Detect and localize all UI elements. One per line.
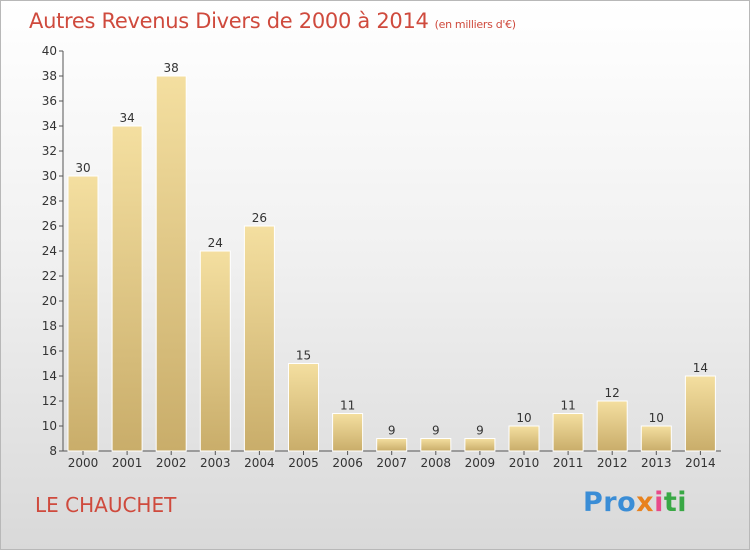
chart-title: Autres Revenus Divers de 2000 à 2014 (en … bbox=[29, 9, 516, 33]
x-tick-label: 2010 bbox=[509, 456, 540, 470]
x-tick-label: 2006 bbox=[332, 456, 363, 470]
bar bbox=[199, 250, 231, 452]
bar-value-label: 26 bbox=[252, 211, 267, 225]
x-tick-label: 2004 bbox=[244, 456, 275, 470]
bar bbox=[288, 363, 319, 452]
bar-value-label: 9 bbox=[388, 424, 396, 438]
y-tick-label: 36 bbox=[42, 94, 57, 108]
y-tick-label: 24 bbox=[42, 244, 57, 258]
y-tick-label: 28 bbox=[42, 194, 57, 208]
y-tick-label: 30 bbox=[42, 169, 57, 183]
y-tick-label: 12 bbox=[42, 394, 57, 408]
y-tick-label: 18 bbox=[42, 319, 57, 333]
x-tick-label: 2005 bbox=[288, 456, 319, 470]
y-tick-label: 16 bbox=[42, 344, 57, 358]
bar-value-label: 24 bbox=[208, 236, 223, 250]
x-tick-label: 2012 bbox=[597, 456, 628, 470]
title-text: Autres Revenus Divers de 2000 à 2014 bbox=[29, 9, 429, 33]
x-tick-label: 2000 bbox=[68, 456, 99, 470]
y-tick-label: 14 bbox=[42, 369, 57, 383]
x-tick-label: 2011 bbox=[553, 456, 584, 470]
y-tick-label: 32 bbox=[42, 144, 57, 158]
proxiti-logo: Proxiti bbox=[583, 487, 688, 518]
bar bbox=[243, 225, 275, 452]
title-unit: (en milliers d'€) bbox=[434, 18, 516, 31]
y-tick-label: 10 bbox=[42, 419, 57, 433]
bar-value-label: 34 bbox=[119, 111, 134, 125]
y-tick-label: 8 bbox=[49, 444, 57, 458]
y-tick-label: 26 bbox=[42, 219, 57, 233]
bar bbox=[376, 438, 408, 452]
y-tick-label: 34 bbox=[42, 119, 57, 133]
x-tick-label: 2008 bbox=[421, 456, 452, 470]
bar bbox=[67, 175, 99, 452]
y-tick-label: 22 bbox=[42, 269, 57, 283]
bar-value-label: 10 bbox=[516, 411, 531, 425]
x-tick-label: 2001 bbox=[112, 456, 143, 470]
bar-value-label: 11 bbox=[340, 399, 355, 413]
bar-value-label: 9 bbox=[476, 424, 484, 438]
bar bbox=[420, 438, 452, 452]
bar bbox=[155, 75, 187, 452]
bar-value-label: 38 bbox=[164, 61, 179, 75]
bar-value-label: 14 bbox=[693, 361, 708, 375]
bar bbox=[640, 425, 672, 452]
place-name: LE CHAUCHET bbox=[35, 493, 177, 517]
bar-value-label: 12 bbox=[605, 386, 620, 400]
x-tick-label: 2002 bbox=[156, 456, 187, 470]
bar-value-label: 10 bbox=[649, 411, 664, 425]
bar bbox=[111, 125, 143, 452]
x-tick-label: 2003 bbox=[200, 456, 231, 470]
y-tick-label: 38 bbox=[42, 69, 57, 83]
bar bbox=[332, 413, 364, 452]
bar-value-label: 30 bbox=[75, 161, 90, 175]
bar bbox=[508, 425, 540, 452]
bar-value-label: 15 bbox=[296, 349, 311, 363]
bar-value-label: 11 bbox=[560, 399, 575, 413]
x-tick-label: 2014 bbox=[685, 456, 716, 470]
x-tick-label: 2007 bbox=[376, 456, 407, 470]
y-tick-label: 40 bbox=[42, 44, 57, 58]
bar bbox=[596, 400, 628, 452]
bar bbox=[552, 413, 584, 452]
x-tick-label: 2013 bbox=[641, 456, 672, 470]
x-tick-label: 2009 bbox=[465, 456, 496, 470]
bar bbox=[464, 438, 496, 452]
bar bbox=[684, 375, 716, 452]
y-tick-label: 20 bbox=[42, 294, 57, 308]
bar-value-label: 9 bbox=[432, 424, 440, 438]
